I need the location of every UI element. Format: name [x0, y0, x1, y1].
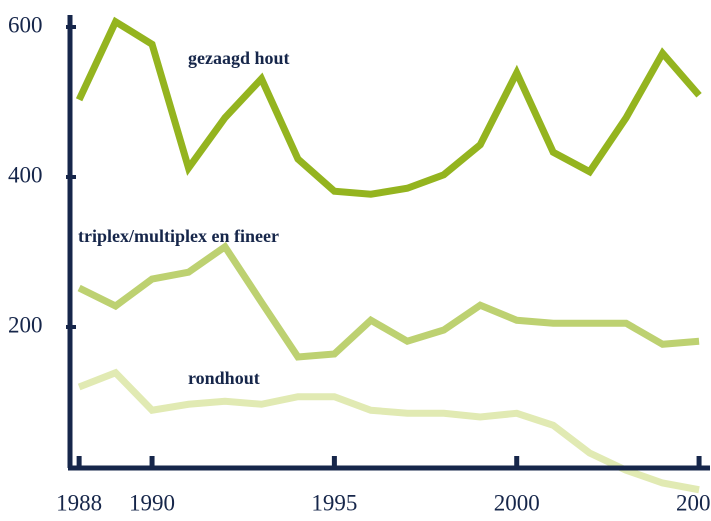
series-line — [77, 241, 700, 361]
series-line — [77, 368, 700, 494]
y-tick-label: 400 — [8, 162, 43, 187]
x-tick-label: 2005 — [676, 490, 711, 515]
y-tick-label: 200 — [8, 312, 43, 337]
x-tick-label: 1995 — [311, 490, 357, 515]
x-tick-label: 1988 — [56, 490, 102, 515]
y-tick-label: 600 — [8, 12, 43, 37]
series-label: gezaagd hout — [188, 48, 290, 68]
series-line — [75, 16, 702, 198]
series-label: rondhout — [188, 368, 260, 388]
x-tick-label: 1990 — [129, 490, 175, 515]
x-tick-label: 2000 — [494, 490, 540, 515]
series-label: triplex/multiplex en fineer — [78, 226, 279, 246]
